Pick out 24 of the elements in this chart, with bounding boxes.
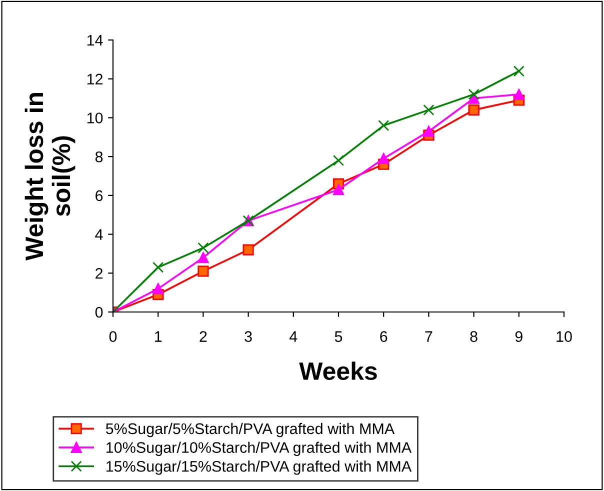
- x-tick-label: 8: [470, 331, 478, 342]
- x-axis-title: Weeks: [299, 362, 377, 380]
- x-tick-label: 1: [155, 331, 162, 342]
- x-tick-label: 2: [200, 331, 207, 342]
- legend-label: 15%Sugar/15%Starch/PVA grafted with MMA: [106, 460, 412, 475]
- y-tick-label: 2: [96, 268, 103, 279]
- y-tick-label: 12: [87, 74, 103, 84]
- y-axis-title: Weight loss in soil(%): [24, 93, 76, 260]
- y-tick-label: 8: [95, 151, 103, 162]
- x-tick-label: 10: [556, 331, 572, 342]
- y-tick-label: 10: [87, 112, 103, 124]
- legend-label: 10%Sugar/10%Starch/PVA grafted with MMA: [106, 442, 412, 456]
- x-tick-label: 7: [425, 331, 432, 342]
- legend-label: 5%Sugar/5%Starch/PVA grafted with MMA: [106, 422, 395, 438]
- x-tick-label: 4: [290, 331, 298, 342]
- x-tick-label: 6: [380, 331, 388, 342]
- y-tick-label: 4: [95, 229, 103, 240]
- x-tick-label: 0: [109, 331, 117, 342]
- x-tick-label: 3: [244, 331, 252, 342]
- x-tick-label: 9: [515, 331, 522, 342]
- y-tick-label: 0: [95, 306, 103, 318]
- y-tick-label: 6: [96, 190, 103, 202]
- x-tick-label: 5: [334, 331, 342, 342]
- y-tick-label: 14: [87, 35, 103, 46]
